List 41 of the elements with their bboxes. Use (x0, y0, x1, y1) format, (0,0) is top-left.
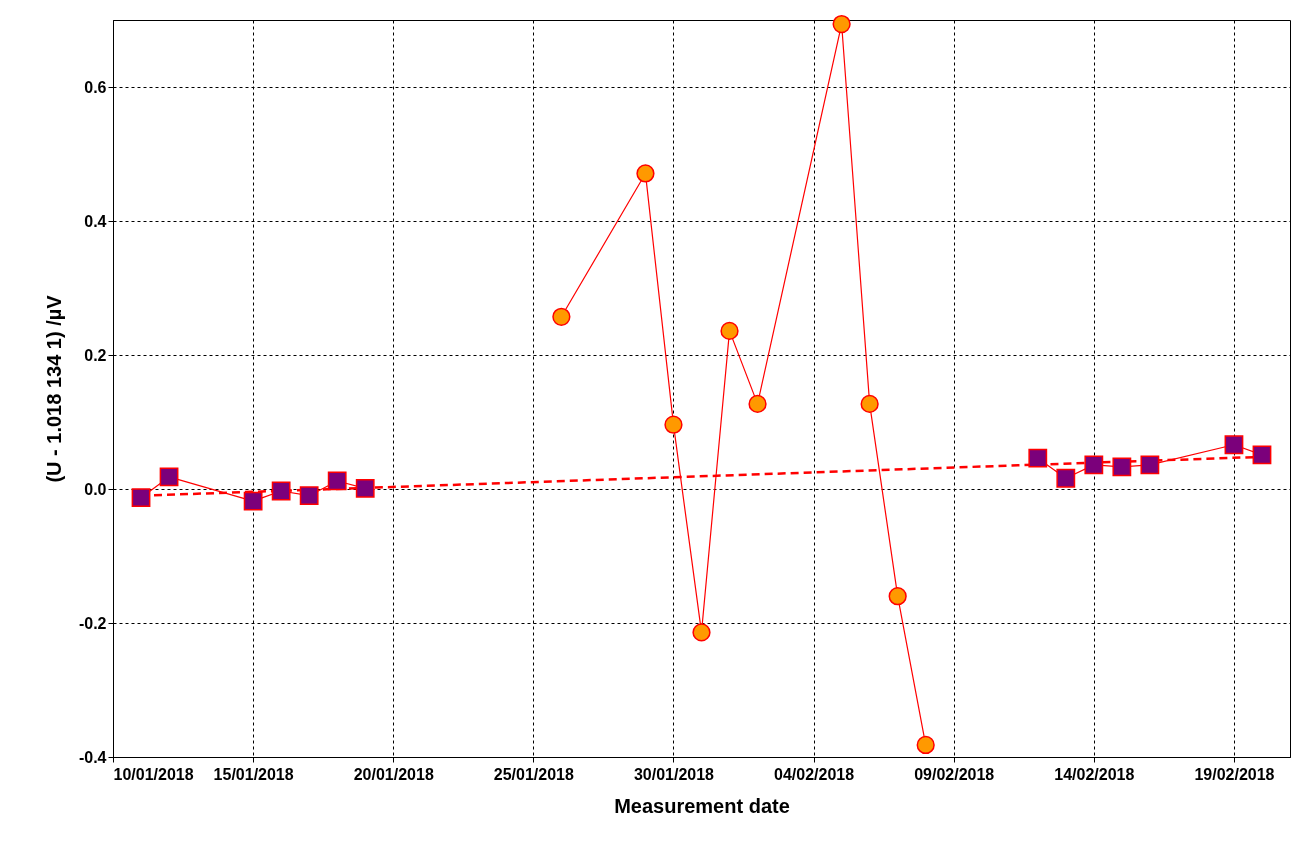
point (1112, 457, 1132, 477)
point (720, 321, 739, 340)
point (159, 467, 179, 487)
point (916, 735, 935, 755)
point (552, 307, 571, 326)
point (243, 491, 263, 511)
point (271, 481, 291, 501)
y-tick-label: -0.4 (78, 748, 107, 766)
x-tick-label: 09/02/2018 (914, 765, 995, 783)
point (832, 14, 851, 34)
point (1056, 468, 1076, 488)
x-tick-label: 04/02/2018 (774, 765, 855, 783)
point (1028, 448, 1048, 468)
x-axis-title: Measurement date (614, 794, 790, 817)
point (692, 623, 711, 642)
y-tick-label: 0.2 (84, 346, 107, 364)
y-axis-title: (U - 1.018 134 1) /µV (42, 294, 65, 483)
x-tick-label: 15/01/2018 (213, 765, 294, 783)
point (888, 587, 907, 606)
y-tick-label: 0.4 (84, 212, 107, 230)
x-tick-label: 20/01/2018 (353, 765, 434, 783)
x-tick-label: 30/01/2018 (633, 765, 715, 783)
point (131, 488, 151, 508)
y-tick-label: 0.0 (84, 480, 107, 498)
y-tick-label: -0.2 (78, 614, 107, 632)
point (1084, 455, 1104, 475)
x-tick-label: 10/01/2018 (113, 765, 194, 783)
point (664, 415, 683, 434)
x-tick-label: 14/02/2018 (1054, 765, 1135, 783)
point (748, 394, 767, 414)
point (860, 394, 879, 414)
point (299, 486, 319, 506)
x-tick-label: 25/01/2018 (493, 765, 574, 783)
y-tick-label: 0.6 (84, 78, 107, 96)
point (636, 164, 655, 183)
point (355, 478, 375, 498)
point (327, 471, 347, 491)
x-tick-label: 19/02/2018 (1194, 765, 1275, 783)
point (1224, 435, 1244, 455)
point (1140, 455, 1160, 475)
point (1252, 445, 1272, 465)
